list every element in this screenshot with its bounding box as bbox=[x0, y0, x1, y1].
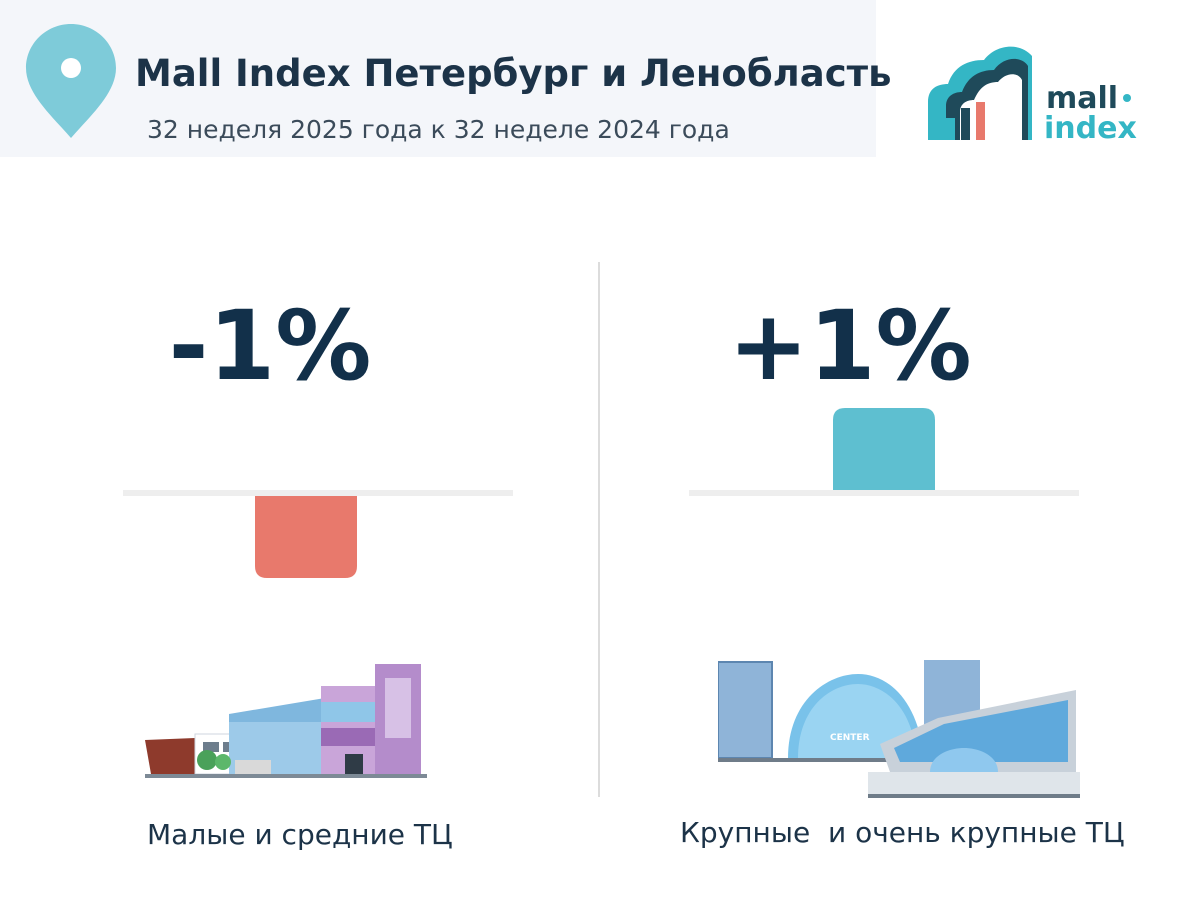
chart-panel-large: +1% CENTER Крупные и очень крупные ТЦ bbox=[640, 250, 1160, 870]
svg-text:CENTER: CENTER bbox=[830, 733, 870, 743]
value-label-large: +1% bbox=[728, 290, 972, 402]
chart-panel-small-medium: -1% Малые и средние ТЦ bbox=[75, 250, 595, 870]
mall-index-logo: mall index bbox=[928, 46, 1137, 145]
bar-baseline bbox=[689, 490, 1079, 496]
logo-text-mall: mall bbox=[1046, 81, 1118, 116]
bar-small-medium bbox=[255, 496, 357, 578]
bar-baseline bbox=[123, 490, 513, 496]
category-label-small-medium: Малые и средние ТЦ bbox=[147, 818, 453, 851]
logo-text-index: index bbox=[1044, 111, 1137, 145]
panel-divider bbox=[598, 262, 600, 797]
bar-large bbox=[833, 408, 935, 490]
large-mall-building-illustration: CENTER bbox=[718, 660, 1080, 798]
category-label-large: Крупные и очень крупные ТЦ bbox=[680, 816, 1125, 849]
bar-chart-large bbox=[689, 408, 1079, 496]
page-subtitle: 32 неделя 2025 года к 32 неделе 2024 год… bbox=[147, 115, 730, 144]
location-pin-icon bbox=[26, 24, 116, 138]
page-title: Mall Index Петербург и Ленобласть bbox=[135, 52, 892, 95]
small-mall-building-illustration bbox=[145, 664, 427, 778]
bar-chart-small-medium bbox=[123, 490, 513, 578]
header-banner: Mall Index Петербург и Ленобласть 32 нед… bbox=[0, 0, 892, 157]
value-label-small-medium: -1% bbox=[168, 290, 372, 402]
